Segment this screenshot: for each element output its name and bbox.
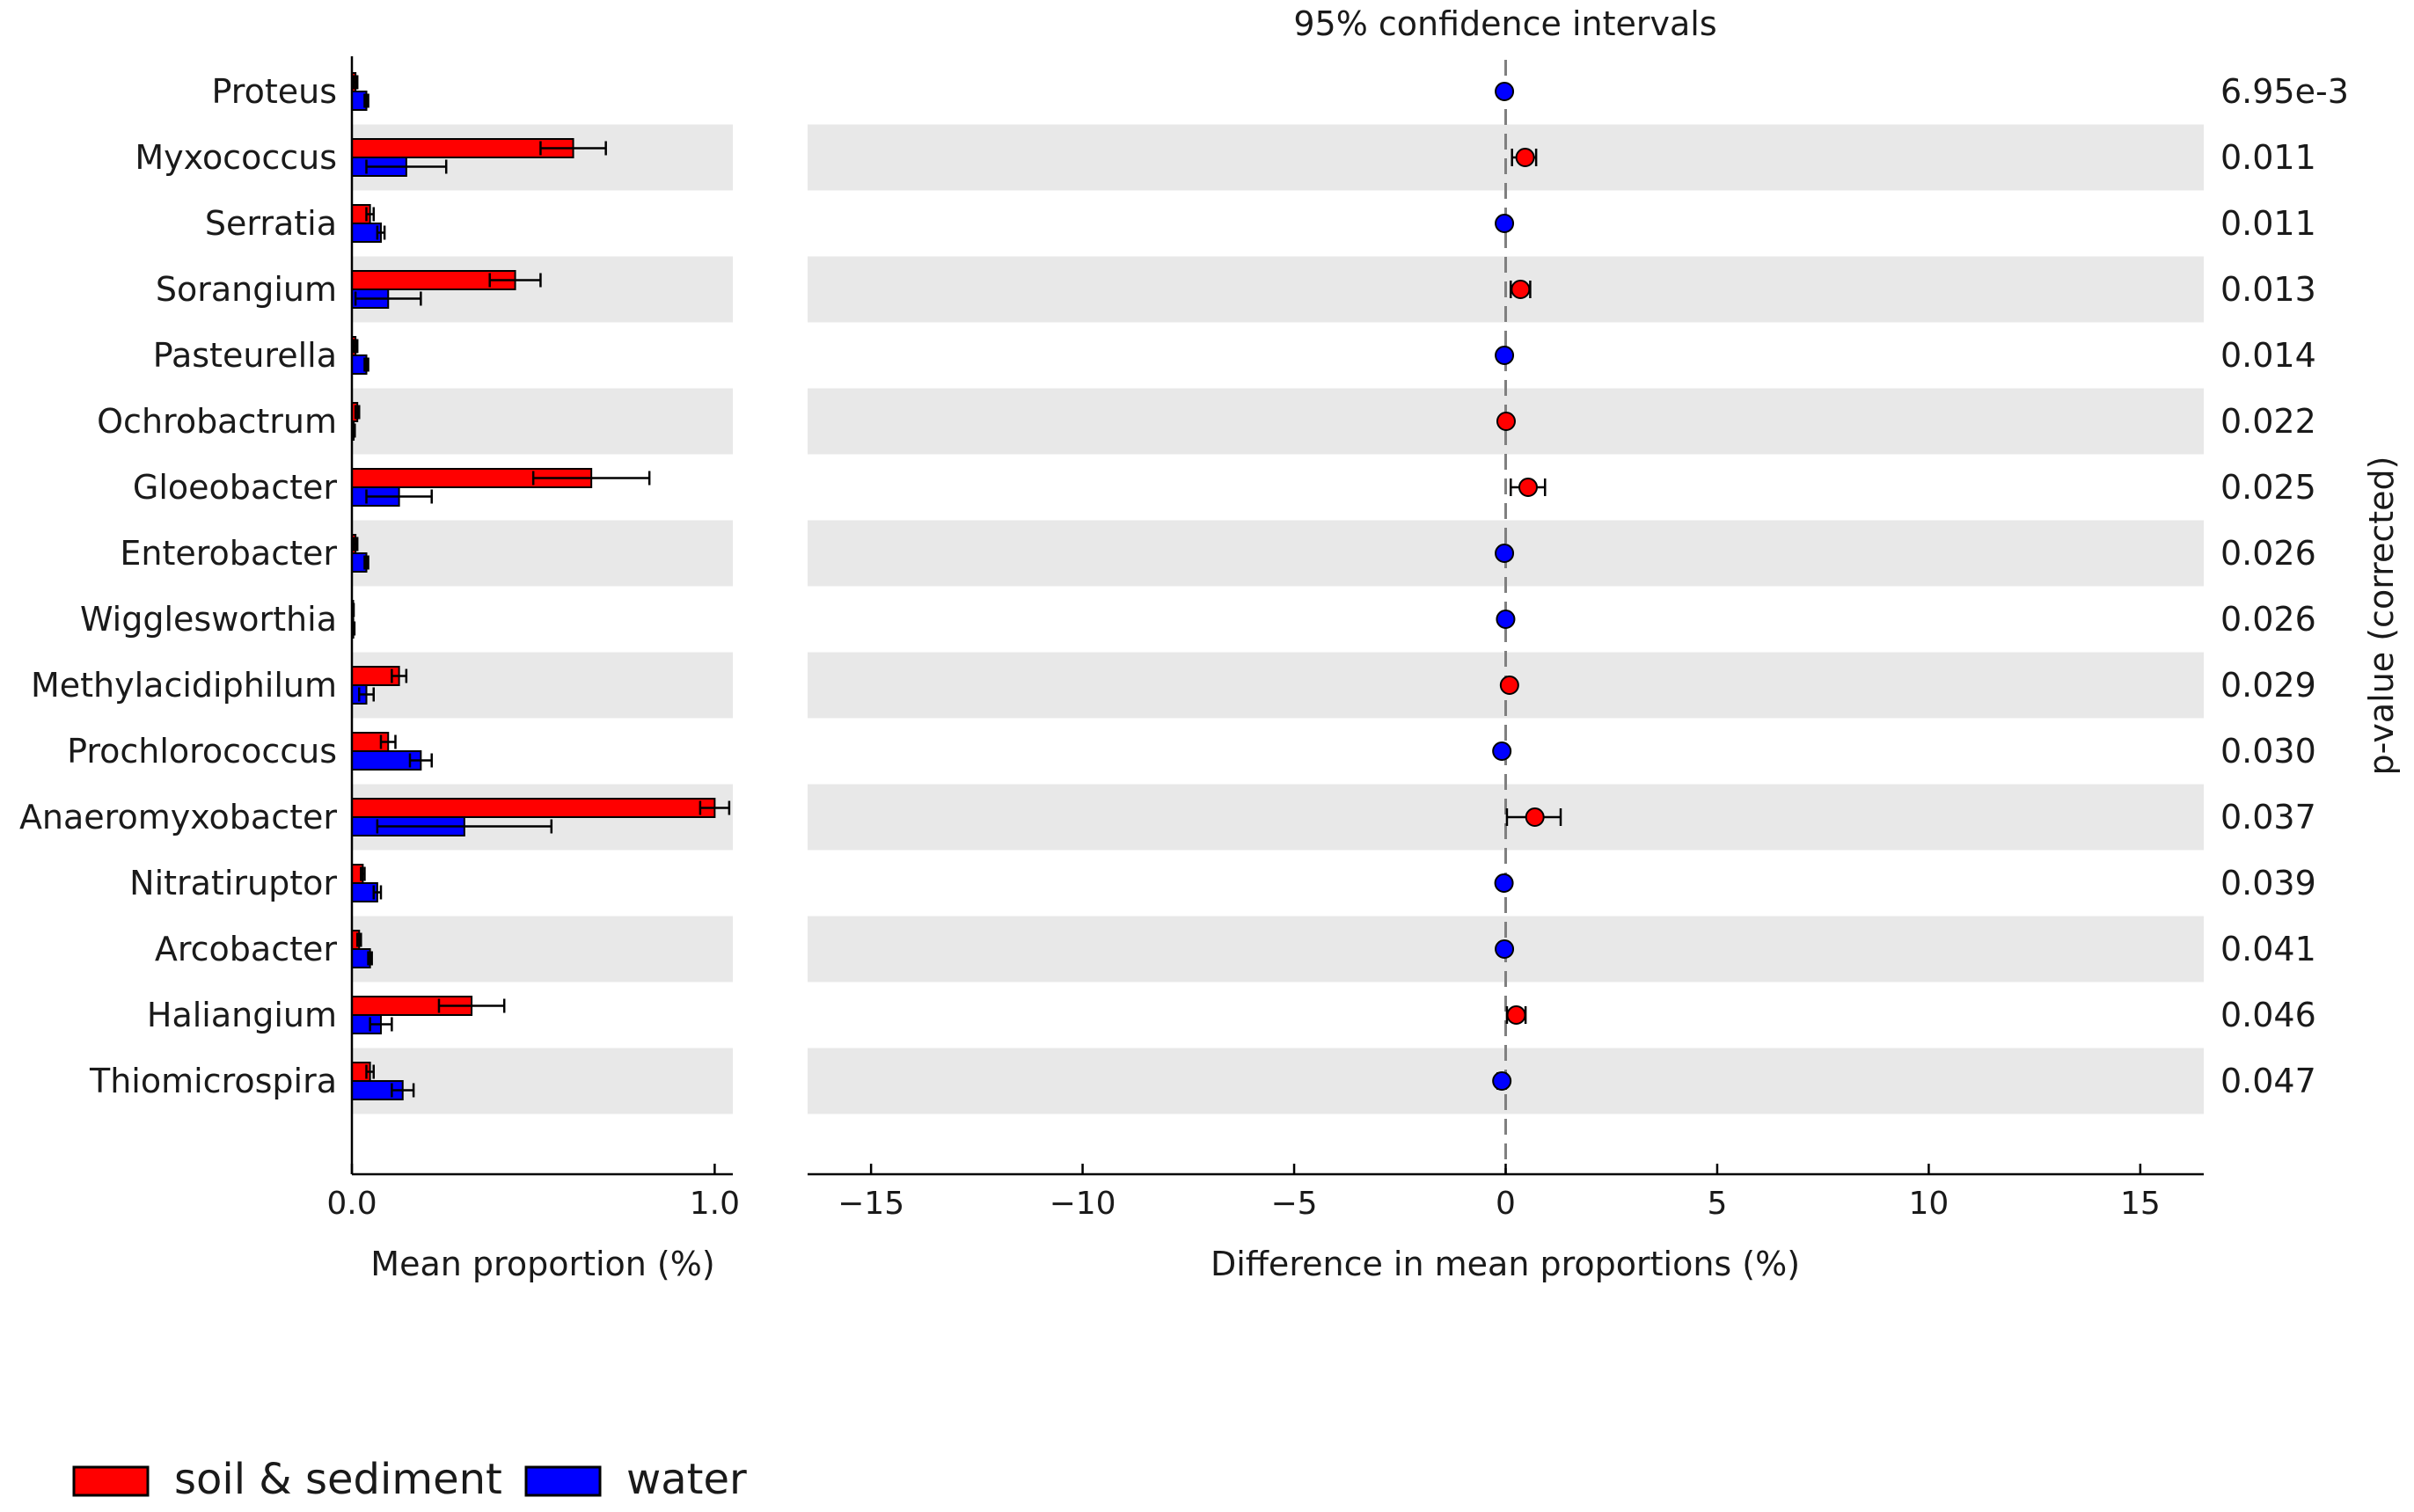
- category-label: Myxococcus: [135, 138, 337, 177]
- difference-point: [1495, 939, 1515, 959]
- p-value: 0.041: [2220, 930, 2316, 968]
- difference-point: [1496, 412, 1516, 431]
- category-label: Methylacidiphilum: [31, 666, 337, 705]
- category-label: Gloeobacter: [133, 468, 337, 507]
- category-label: Anaeromyxobacter: [19, 798, 337, 836]
- right-x-tick-label: −10: [1050, 1186, 1116, 1222]
- category-label: Wigglesworthia: [80, 600, 337, 639]
- p-value: 0.022: [2220, 402, 2316, 441]
- mean-proportion-panel: Proteus Myxococcus Serratia Sorangium Pasteu…: [19, 56, 740, 1222]
- left-x-axis-label: Mean proportion (%): [370, 1245, 714, 1283]
- p-value: 0.047: [2220, 1062, 2316, 1100]
- bar-soil-sediment: [351, 798, 716, 818]
- p-value: 0.029: [2220, 666, 2316, 705]
- row-shading: [352, 124, 2204, 1114]
- difference-point: [1506, 1005, 1526, 1025]
- row-band-right: [808, 784, 2204, 851]
- legend: soil & sediment water: [72, 1455, 747, 1504]
- p-value: 0.014: [2220, 336, 2316, 375]
- right-x-tick-label: 10: [1909, 1186, 1949, 1222]
- left-x-tick-label: 1.0: [690, 1186, 740, 1222]
- p-value: 0.046: [2220, 996, 2316, 1034]
- p-value: 0.037: [2220, 798, 2316, 836]
- p-value: 0.039: [2220, 864, 2316, 902]
- p-value-column: 6.95e-3 0.011 0.011 0.013 0.014 0.022 0.025 0.0…: [2220, 72, 2349, 1100]
- category-label: Prochlorococcus: [67, 732, 337, 771]
- category-label: Sorangium: [156, 270, 337, 309]
- category-label: Pasteurella: [153, 336, 337, 375]
- category-label: Thiomicrospira: [89, 1062, 337, 1100]
- legend-label: water: [626, 1455, 747, 1504]
- difference-point: [1494, 873, 1514, 893]
- difference-point: [1495, 544, 1515, 563]
- right-x-axis-label: Difference in mean proportions (%): [1211, 1245, 1800, 1283]
- difference-point: [1496, 610, 1516, 629]
- category-label: Ochrobactrum: [97, 402, 337, 441]
- difference-point: [1515, 148, 1535, 167]
- row-band-left: [352, 1048, 733, 1114]
- left-x-tick-label: 0.0: [326, 1186, 377, 1222]
- category-label: Proteus: [212, 72, 337, 111]
- right-x-tick-label: −5: [1271, 1186, 1318, 1222]
- legend-label: soil & sediment: [174, 1455, 502, 1504]
- p-value: 0.011: [2220, 204, 2316, 243]
- legend-swatch: [524, 1465, 602, 1497]
- difference-point: [1525, 807, 1545, 827]
- p-value-axis-label: p-value (corrected): [2362, 457, 2401, 776]
- difference-point: [1499, 676, 1519, 695]
- legend-swatch: [72, 1465, 150, 1497]
- chart-title: 95% confidence intervals: [1293, 4, 1716, 43]
- category-label: Arcobacter: [155, 930, 338, 968]
- p-value: 0.013: [2220, 270, 2316, 309]
- difference-point: [1492, 741, 1512, 761]
- p-value: 0.026: [2220, 600, 2316, 639]
- category-label: Haliangium: [147, 996, 337, 1034]
- difference-point: [1511, 280, 1531, 299]
- category-label: Enterobacter: [120, 534, 337, 573]
- right-x-tick-label: 5: [1708, 1186, 1728, 1222]
- right-x-tick-label: 0: [1496, 1186, 1516, 1222]
- p-value: 0.011: [2220, 138, 2316, 177]
- right-x-tick-label: 15: [2120, 1186, 2161, 1222]
- difference-panel: −15 −10 −5 0 5 10 15: [808, 60, 2204, 1222]
- difference-point: [1492, 1071, 1512, 1091]
- difference-point: [1495, 214, 1515, 233]
- right-x-tick-label: −15: [838, 1186, 904, 1222]
- difference-point: [1518, 478, 1538, 497]
- category-label: Serratia: [205, 204, 337, 243]
- difference-point: [1495, 346, 1515, 365]
- category-label: Nitratiruptor: [129, 864, 337, 902]
- difference-point: [1495, 82, 1515, 101]
- row-band-left: [352, 388, 733, 455]
- row-band-left: [352, 520, 733, 587]
- p-value: 0.026: [2220, 534, 2316, 573]
- row-band-left: [352, 916, 733, 982]
- p-value: 0.030: [2220, 732, 2316, 771]
- row-band-left: [352, 652, 733, 719]
- p-value: 6.95e-3: [2220, 72, 2349, 111]
- p-value: 0.025: [2220, 468, 2316, 507]
